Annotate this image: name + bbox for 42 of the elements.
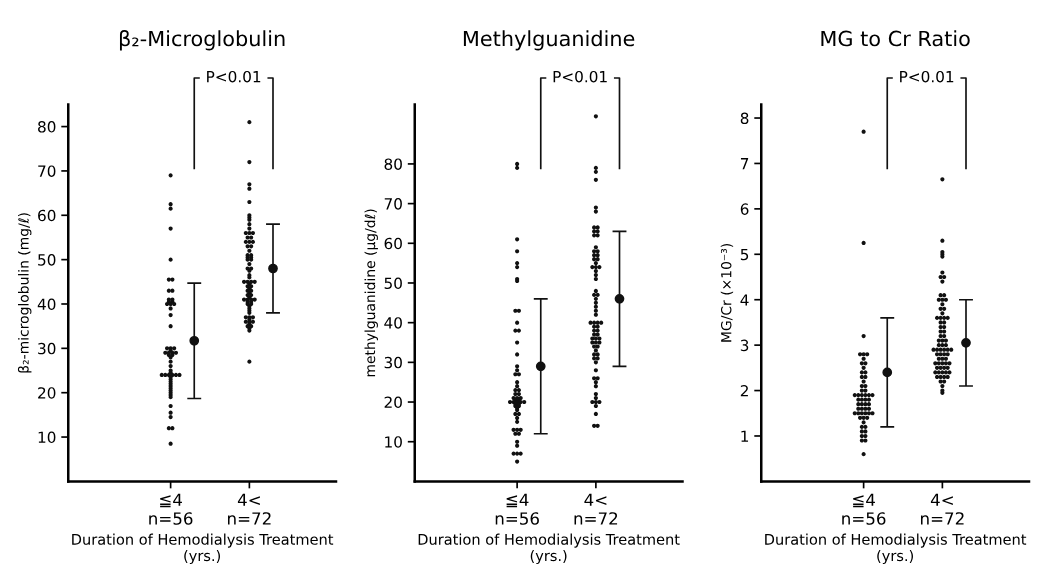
x-tick-label: ≦4 n=56	[149, 493, 193, 525]
y-tick-label: 70	[384, 198, 402, 210]
y-axis-title: MG/Cr (×10⁻³)	[720, 243, 734, 342]
x-tick-label: 4< n=72	[921, 493, 964, 525]
y-tick-label: 7	[740, 158, 749, 170]
y-tick-label: 20	[38, 387, 56, 399]
y-tick-label: 8	[740, 112, 749, 125]
y-tick-label: 10	[38, 431, 56, 444]
x-axis-title: Duration of Hemodialysis Treatment (yrs.)	[765, 533, 1027, 564]
y-tick-label: 20	[384, 396, 402, 409]
y-tick-label: 80	[38, 121, 56, 133]
x-tick-label: ≦4 n=56	[495, 493, 539, 525]
y-tick-label: 4	[740, 294, 749, 306]
x-tick-label: 4< n=72	[228, 493, 271, 525]
y-tick-label: 60	[384, 237, 402, 250]
y-axis-title: β₂-microglobulin (mg/ℓ)	[17, 213, 32, 373]
x-axis-title: Duration of Hemodialysis Treatment (yrs.)	[418, 533, 680, 564]
y-axis-title: methylguanidine (μg/dℓ)	[364, 209, 378, 377]
y-tick-label: 6	[740, 203, 749, 215]
chart-title: Methylguanidine	[463, 30, 635, 51]
y-tick-label: 10	[385, 436, 402, 448]
y-tick-label: 40	[384, 317, 402, 329]
chart-title: β₂-Microglobulin	[119, 30, 285, 51]
text: P<0.01	[553, 70, 607, 83]
y-tick-label: 60	[38, 209, 56, 222]
y-tick-label: 40	[37, 298, 56, 311]
chart-title: MG to Cr Ratio	[821, 30, 970, 47]
y-tick-label: 80	[384, 158, 402, 170]
y-tick-label: 5	[740, 248, 749, 261]
y-tick-label: 70	[38, 165, 56, 177]
y-tick-label: 2	[740, 385, 748, 397]
x-axis-title: Duration of Hemodialysis Treatment (yrs.)	[72, 533, 334, 564]
text: P<0.01	[900, 70, 954, 83]
text: P<0.01	[207, 70, 261, 83]
x-tick-label: ≦4 n=56	[842, 493, 886, 525]
x-tick-label: 4< n=72	[574, 493, 618, 525]
y-tick-label: 1	[741, 430, 749, 442]
y-tick-label: 30	[38, 342, 56, 355]
y-tick-label: 30	[384, 356, 402, 369]
y-tick-label: 50	[384, 277, 402, 289]
y-tick-label: 3	[740, 339, 749, 352]
y-tick-label: 50	[38, 254, 56, 266]
